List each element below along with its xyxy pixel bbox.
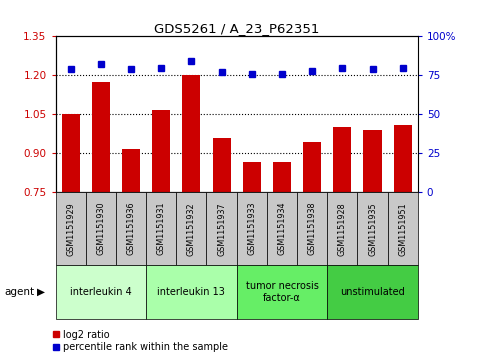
Bar <box>146 265 237 319</box>
Bar <box>357 192 388 265</box>
Bar <box>56 265 146 319</box>
Bar <box>176 192 207 265</box>
Bar <box>92 82 110 192</box>
Bar <box>273 163 291 192</box>
Bar <box>146 192 176 265</box>
Bar <box>333 127 352 192</box>
Text: unstimulated: unstimulated <box>340 287 405 297</box>
Text: GSM1151930: GSM1151930 <box>96 202 105 256</box>
Title: GDS5261 / A_23_P62351: GDS5261 / A_23_P62351 <box>154 22 319 35</box>
Bar <box>116 192 146 265</box>
Bar <box>327 192 357 265</box>
Bar <box>394 125 412 192</box>
Text: interleukin 4: interleukin 4 <box>70 287 132 297</box>
Text: GSM1151931: GSM1151931 <box>156 202 166 256</box>
Bar <box>237 192 267 265</box>
Bar <box>86 192 116 265</box>
Text: GSM1151933: GSM1151933 <box>247 202 256 256</box>
Text: ▶: ▶ <box>37 287 45 297</box>
Legend: log2 ratio, percentile rank within the sample: log2 ratio, percentile rank within the s… <box>48 326 232 356</box>
Text: GSM1151938: GSM1151938 <box>308 202 317 256</box>
Bar <box>62 114 80 192</box>
Bar <box>267 192 297 265</box>
Text: interleukin 13: interleukin 13 <box>157 287 226 297</box>
Bar <box>56 192 86 265</box>
Bar <box>122 150 140 192</box>
Text: GSM1151934: GSM1151934 <box>277 202 286 256</box>
Bar <box>297 192 327 265</box>
Text: GSM1151935: GSM1151935 <box>368 202 377 256</box>
Text: GSM1151932: GSM1151932 <box>187 202 196 256</box>
Bar <box>388 192 418 265</box>
Bar <box>213 138 231 192</box>
Bar <box>327 265 418 319</box>
Text: GSM1151951: GSM1151951 <box>398 202 407 256</box>
Text: GSM1151928: GSM1151928 <box>338 202 347 256</box>
Bar <box>303 142 321 192</box>
Text: GSM1151936: GSM1151936 <box>127 202 136 256</box>
Bar <box>242 163 261 192</box>
Bar <box>364 130 382 192</box>
Bar <box>207 192 237 265</box>
Bar <box>183 76 200 192</box>
Bar <box>237 265 327 319</box>
Text: agent: agent <box>5 287 35 297</box>
Text: tumor necrosis
factor-α: tumor necrosis factor-α <box>245 281 318 303</box>
Text: GSM1151929: GSM1151929 <box>66 202 75 256</box>
Text: GSM1151937: GSM1151937 <box>217 202 226 256</box>
Bar <box>152 110 170 192</box>
